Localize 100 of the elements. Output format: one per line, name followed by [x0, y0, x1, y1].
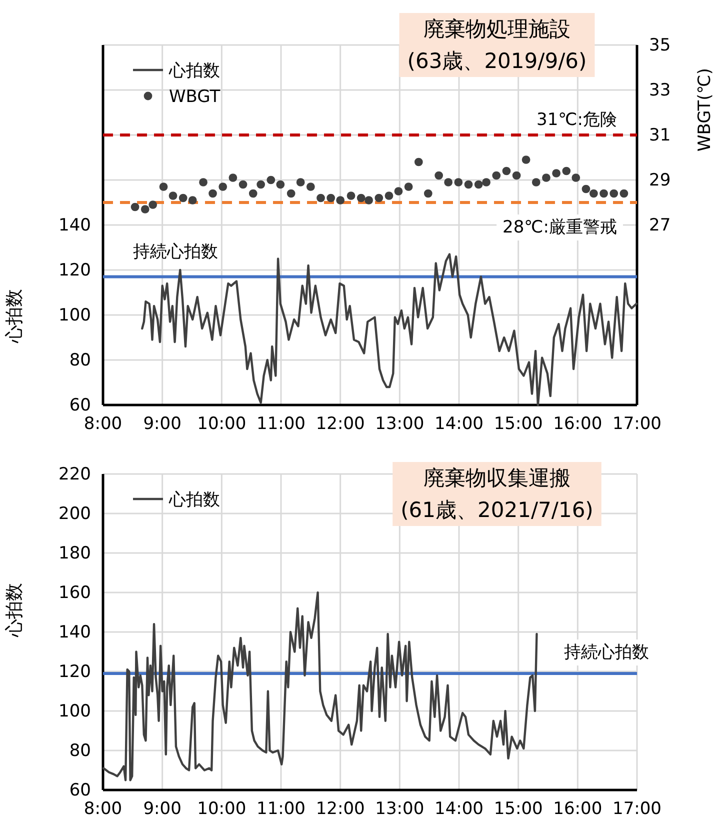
point [316, 194, 325, 202]
x-tick-label: 14:00 [434, 799, 484, 820]
point [414, 158, 423, 166]
x-tick-label: 15:00 [494, 799, 543, 820]
y-tick-label: 120 [58, 260, 91, 280]
point [502, 166, 511, 176]
point [620, 189, 628, 198]
chart-subtitle: (63歳、2019/9/6) [407, 49, 587, 73]
point [552, 169, 560, 178]
ref-line-label: 持続心拍数 [133, 242, 218, 262]
x-tick-label: 8:00 [84, 414, 122, 434]
y2-tick-label: 31 [649, 125, 671, 146]
point [562, 166, 571, 176]
point [532, 178, 540, 186]
point [256, 180, 266, 189]
point [610, 189, 618, 198]
point [454, 178, 463, 186]
y-tick-label: 200 [58, 504, 91, 524]
x-tick-label: 17:00 [612, 799, 662, 820]
point [512, 171, 521, 180]
ref-line-label: 28℃:厳重警戒 [502, 218, 617, 238]
chart-title: 廃棄物収集運搬 [424, 466, 570, 490]
point [522, 156, 530, 164]
point [374, 194, 384, 202]
point [306, 182, 315, 191]
x-tick-label: 15:00 [494, 414, 543, 434]
ref-line-label: 持続心拍数 [564, 642, 649, 662]
point [492, 171, 501, 180]
y-axis-title: 心拍数 [4, 583, 25, 638]
y2-tick-label: 27 [649, 215, 671, 236]
point [218, 182, 228, 191]
point [346, 192, 356, 200]
point [394, 187, 403, 196]
y-tick-label: 80 [69, 350, 91, 370]
point [326, 194, 336, 202]
legend-label: 心拍数 [168, 490, 220, 510]
point [199, 178, 208, 186]
point [178, 194, 188, 202]
y2-tick-label: 29 [649, 170, 671, 190]
point [542, 174, 550, 182]
y-tick-label: 140 [58, 215, 91, 236]
point [424, 189, 432, 198]
point [286, 189, 296, 198]
point [384, 192, 394, 200]
point [356, 194, 366, 202]
point [404, 182, 413, 191]
x-tick-label: 9:00 [143, 414, 182, 434]
point [130, 202, 140, 212]
x-tick-label: 13:00 [375, 799, 424, 820]
legend-label: 心拍数 [168, 61, 220, 81]
y-tick-label: 180 [58, 543, 91, 564]
y2-axis-title: WBGT(℃) [695, 68, 715, 152]
legend-label: WBGT [169, 87, 221, 107]
y2-tick-label: 33 [649, 80, 671, 100]
point [600, 189, 608, 198]
x-tick-label: 16:00 [553, 799, 602, 820]
point [276, 180, 285, 189]
y-tick-label: 140 [58, 622, 91, 642]
x-tick-label: 11:00 [256, 799, 306, 820]
point [248, 189, 258, 198]
y-tick-label: 100 [58, 305, 91, 326]
y-tick-label: 160 [58, 582, 91, 603]
y-tick-label: 100 [58, 701, 91, 722]
point [434, 171, 444, 180]
x-tick-label: 17:00 [612, 414, 662, 434]
point [464, 180, 473, 189]
point [238, 180, 248, 189]
point [208, 189, 217, 198]
point [296, 178, 305, 186]
y-axis-title: 心拍数 [4, 289, 25, 344]
x-tick-label: 11:00 [256, 414, 306, 434]
x-tick-label: 12:00 [316, 799, 365, 820]
x-tick-label: 13:00 [375, 414, 424, 434]
y-tick-label: 60 [69, 395, 91, 416]
point [572, 174, 580, 182]
x-tick-label: 9:00 [143, 799, 182, 820]
y-tick-label: 80 [69, 740, 91, 761]
x-tick-label: 12:00 [316, 414, 365, 434]
x-tick-label: 14:00 [434, 414, 484, 434]
point [148, 200, 158, 209]
point [474, 180, 483, 189]
y-tick-label: 220 [58, 464, 91, 484]
line-series [102, 591, 538, 782]
point [364, 196, 373, 204]
point [582, 184, 590, 194]
point [444, 178, 453, 186]
point [228, 174, 238, 182]
x-tick-label: 10:00 [197, 799, 246, 820]
point [140, 205, 150, 214]
x-tick-label: 16:00 [553, 414, 602, 434]
x-tick-label: 10:00 [197, 414, 246, 434]
y-tick-label: 60 [69, 780, 91, 800]
point [590, 189, 598, 198]
text: (61歳、2021/7/16) [400, 498, 594, 522]
point [159, 182, 168, 191]
y2-tick-label: 35 [649, 35, 671, 56]
y-tick-label: 120 [58, 662, 91, 682]
point [336, 196, 345, 204]
point [188, 196, 197, 204]
point [482, 178, 490, 186]
